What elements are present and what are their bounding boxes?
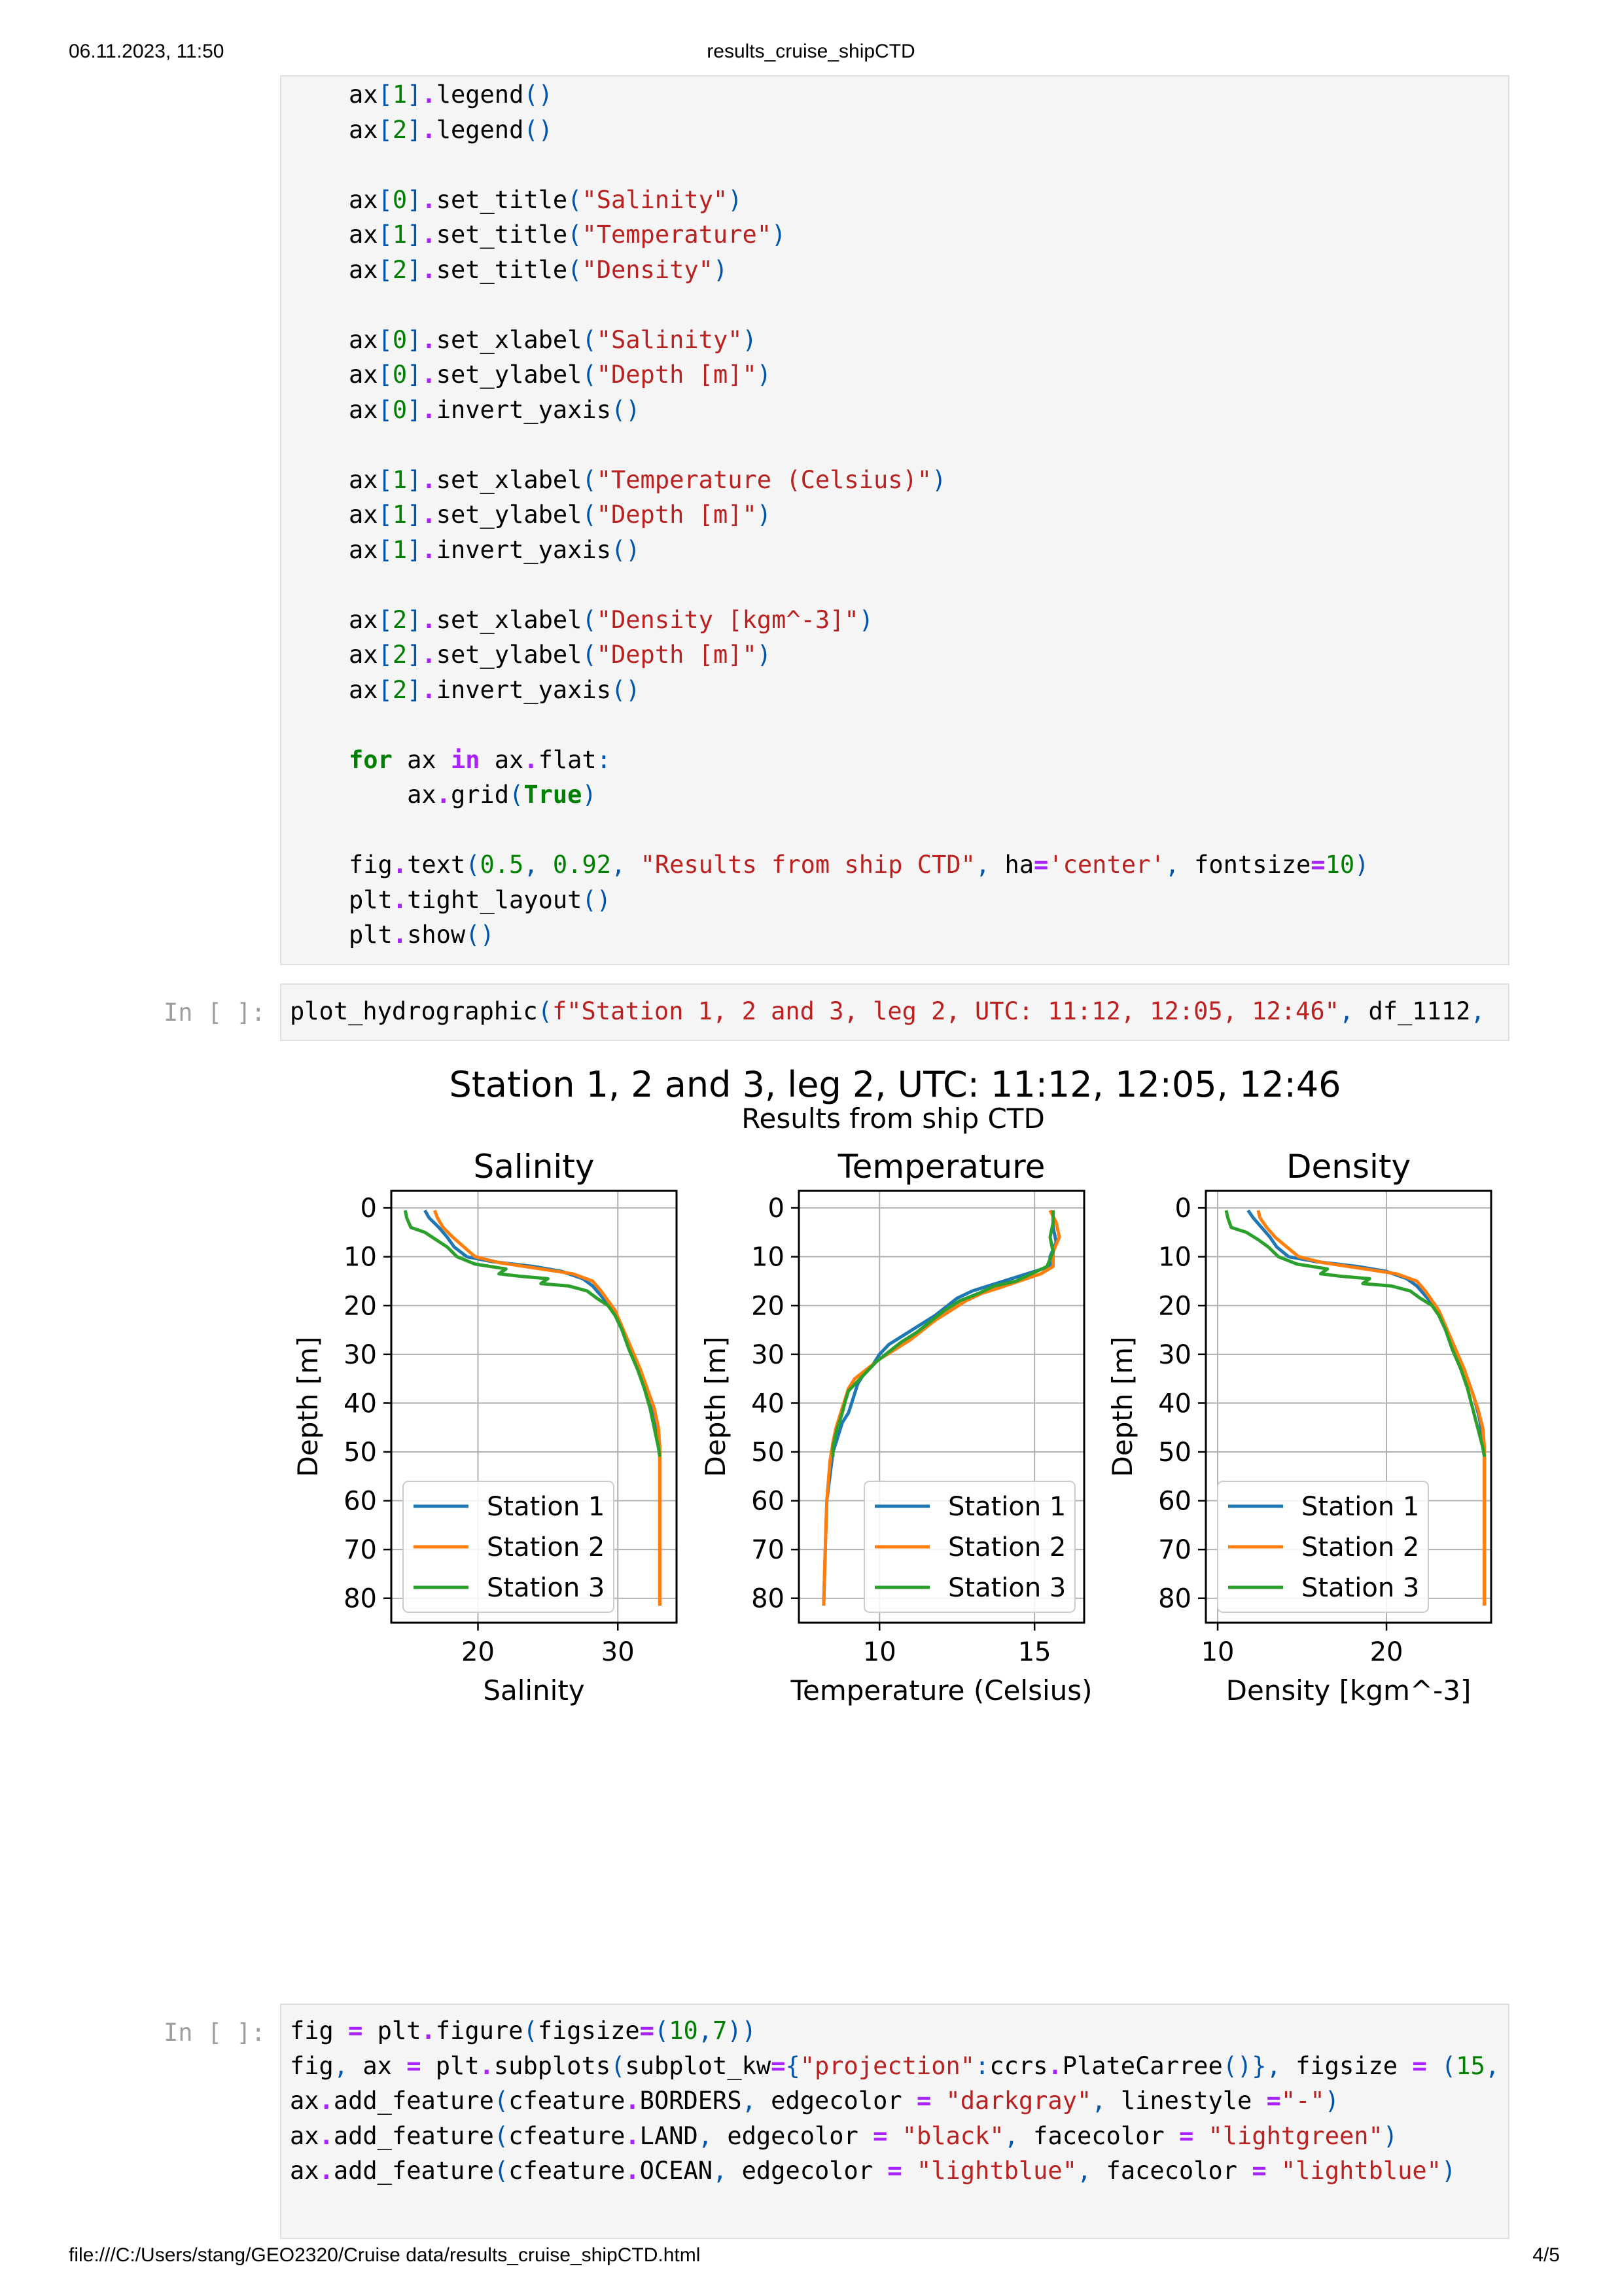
- cell-prompt-2: In [ ]:: [164, 998, 266, 1027]
- code-cell-map[interactable]: [280, 2004, 1509, 2239]
- legend-box: [1217, 1481, 1429, 1613]
- y-tick-label: 20: [1158, 1291, 1191, 1321]
- y-tick-label: 0: [1175, 1193, 1191, 1224]
- y-tick-label: 40: [1158, 1388, 1191, 1419]
- code-block-plot-function: ax[1].legend() ax[2].legend() ax[0].set_…: [349, 80, 1369, 949]
- y-tick-label: 20: [344, 1291, 377, 1321]
- panel-temperature: 0 10 20 30 40 50 60 70 80 10 15 Temperature Temperat…: [699, 1148, 1093, 1706]
- axes-frame: [1205, 1190, 1492, 1624]
- legend-label: Station 3: [1301, 1573, 1419, 1603]
- figure-subtitle: Results from ship CTD: [741, 1103, 1045, 1135]
- y-tick-label: 30: [344, 1340, 377, 1370]
- code-line-plot-call: plot_hydrographic(f"Station 1, 2 and 3, …: [290, 997, 1485, 1025]
- y-tick-label: 10: [344, 1243, 377, 1273]
- y-tick-label: 10: [1158, 1243, 1191, 1273]
- y-tick-label: 20: [751, 1291, 785, 1321]
- code-cell-plot-call[interactable]: [280, 983, 1509, 1041]
- legend-box: [402, 1481, 614, 1613]
- legend-label: Station 2: [948, 1532, 1066, 1563]
- y-tick-label: 80: [1158, 1584, 1191, 1614]
- legend-label: Station 3: [487, 1573, 605, 1603]
- panel-salinity: 0 10 20 30 40 50 60 70 80 20 30 Salinity Salinity Dep…: [292, 1148, 678, 1706]
- y-tick-label: 80: [751, 1584, 785, 1614]
- y-tick-label: 70: [344, 1535, 377, 1565]
- panel-title: Temperature: [837, 1148, 1046, 1186]
- x-axis-label: Salinity: [483, 1674, 584, 1706]
- y-tick-label: 70: [751, 1535, 785, 1565]
- y-tick-label: 50: [1158, 1438, 1191, 1468]
- legend: Station 1 Station 2 Station 3: [402, 1481, 614, 1613]
- series-line-station-3: [403, 1210, 661, 1457]
- x-tick-label: 20: [1370, 1637, 1403, 1667]
- y-tick-label: 60: [1158, 1487, 1191, 1517]
- x-axis-label: Temperature (Celsius): [790, 1674, 1092, 1706]
- y-tick-label: 40: [751, 1388, 785, 1419]
- y-tick-label: 30: [751, 1340, 785, 1370]
- y-tick-label: 0: [768, 1193, 785, 1224]
- series-line-station-2: [1256, 1210, 1487, 1606]
- legend-label: Station 2: [487, 1532, 605, 1563]
- x-axis-label: Density [kgm^-3]: [1226, 1674, 1472, 1706]
- y-axis-label: Depth [m]: [292, 1337, 324, 1477]
- y-tick-label: 70: [1158, 1535, 1191, 1565]
- print-datetime: 06.11.2023, 11:50: [69, 41, 224, 62]
- legend: Station 1 Station 2 Station 3: [1217, 1481, 1429, 1613]
- y-tick-label: 60: [344, 1487, 377, 1517]
- code-block-map: fig = plt.figure(figsize=(10,7)) fig, ax…: [290, 2017, 1500, 2185]
- series-line-station-3: [831, 1210, 1055, 1457]
- panel-density: 0 10 20 30 40 50 60 70 80 10 20 Density Density [kgm…: [1106, 1148, 1492, 1706]
- y-tick-label: 40: [344, 1388, 377, 1419]
- y-tick-label: 0: [361, 1193, 377, 1224]
- cell-prompt-3: In [ ]:: [164, 2019, 266, 2047]
- print-file-path: file:///C:/Users/stang/GEO2320/Cruise da…: [69, 2244, 701, 2266]
- y-tick-label: 60: [751, 1487, 785, 1517]
- legend-label: Station 3: [948, 1573, 1066, 1603]
- legend: Station 1 Station 2 Station 3: [864, 1481, 1076, 1613]
- x-tick-label: 30: [601, 1637, 635, 1667]
- y-tick-label: 10: [751, 1243, 785, 1273]
- legend-label: Station 1: [948, 1492, 1066, 1522]
- legend-label: Station 1: [1301, 1492, 1419, 1522]
- panel-title: Salinity: [474, 1148, 595, 1186]
- y-tick-label: 50: [751, 1438, 785, 1468]
- axes-frame: [390, 1190, 678, 1624]
- y-tick-label: 50: [344, 1438, 377, 1468]
- legend-label: Station 2: [1301, 1532, 1419, 1563]
- x-tick-label: 10: [863, 1637, 896, 1667]
- x-tick-label: 20: [461, 1637, 495, 1667]
- figure-suptitle: Station 1, 2 and 3, leg 2, UTC: 11:12, 1…: [449, 1064, 1341, 1105]
- panel-title: Density: [1286, 1148, 1411, 1186]
- code-cell-plot-function[interactable]: [280, 75, 1509, 965]
- print-doc-title: results_cruise_shipCTD: [707, 41, 915, 62]
- x-tick-label: 15: [1018, 1637, 1051, 1667]
- x-tick-label: 10: [1201, 1637, 1235, 1667]
- y-tick-label: 80: [344, 1584, 377, 1614]
- y-tick-label: 30: [1158, 1340, 1191, 1370]
- ctd-profile-figure: Station 1, 2 and 3, leg 2, UTC: 11:12, 1…: [292, 1064, 1492, 1706]
- series-line-station-2: [432, 1209, 661, 1606]
- series-line-station-3: [1224, 1210, 1487, 1457]
- y-axis-label: Depth [m]: [699, 1337, 732, 1477]
- print-page-number: 4/5: [1532, 2244, 1560, 2266]
- legend-box: [864, 1481, 1076, 1613]
- legend-label: Station 1: [487, 1492, 605, 1522]
- y-axis-label: Depth [m]: [1106, 1337, 1138, 1477]
- axes-frame: [798, 1190, 1085, 1624]
